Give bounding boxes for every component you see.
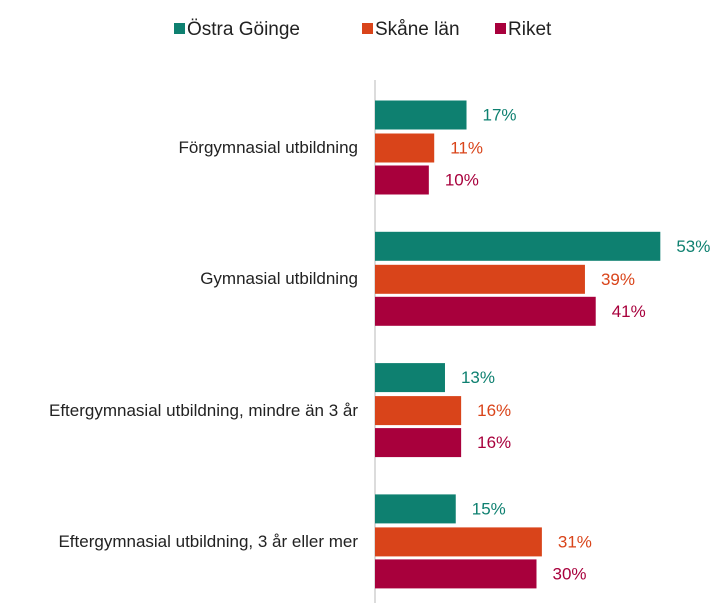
- value-label: 39%: [601, 270, 635, 289]
- legend-swatch: [495, 23, 506, 34]
- bar: [375, 428, 462, 458]
- legend-label: Östra Göinge: [187, 19, 300, 40]
- bar: [375, 165, 429, 195]
- value-label: 13%: [461, 368, 495, 387]
- value-label: 53%: [676, 237, 710, 256]
- value-label: 30%: [553, 564, 587, 583]
- category-label: Gymnasial utbildning: [200, 269, 358, 289]
- bar: [375, 396, 462, 426]
- legend-swatch: [362, 23, 373, 34]
- legend-swatch: [174, 23, 185, 34]
- value-label: 17%: [483, 105, 517, 124]
- category-label: Eftergymnasial utbildning, mindre än 3 å…: [49, 400, 358, 420]
- category-label: Eftergymnasial utbildning, 3 år eller me…: [58, 531, 358, 551]
- bar: [375, 559, 537, 589]
- bar: [375, 133, 435, 163]
- bar: [375, 494, 456, 524]
- bar: [375, 527, 542, 557]
- bar: [375, 296, 596, 326]
- bar: [375, 231, 661, 261]
- bar: [375, 363, 445, 393]
- bar: [375, 100, 467, 130]
- value-label: 16%: [477, 401, 511, 420]
- value-label: 15%: [472, 499, 506, 518]
- legend-label: Riket: [508, 19, 552, 40]
- value-label: 11%: [450, 138, 483, 157]
- value-label: 16%: [477, 433, 511, 452]
- value-label: 10%: [445, 170, 479, 189]
- value-label: 41%: [612, 302, 646, 321]
- bar: [375, 264, 585, 294]
- legend-label: Skåne län: [375, 19, 460, 40]
- value-label: 31%: [558, 532, 592, 551]
- category-label: Förgymnasial utbildning: [178, 138, 358, 157]
